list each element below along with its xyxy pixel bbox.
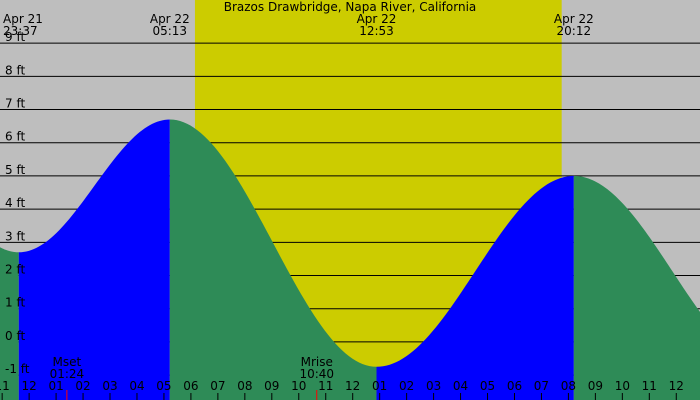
extreme-date-label: Apr 22: [554, 12, 594, 26]
x-tick-label: 11: [318, 379, 333, 393]
x-tick-label: 12: [669, 379, 684, 393]
y-tick-label: 0 ft: [5, 329, 25, 343]
x-tick-label: 06: [507, 379, 522, 393]
x-tick-label: 07: [210, 379, 225, 393]
x-tick-label: 01: [48, 379, 63, 393]
x-tick-label: 03: [426, 379, 441, 393]
event-label: Mset: [53, 355, 82, 369]
y-tick-label: 5 ft: [5, 163, 25, 177]
x-tick-label: 10: [615, 379, 630, 393]
x-tick-label: 02: [75, 379, 90, 393]
x-axis: 11 12 01 02 03 04 05 06 07 08 09 10 11 12 01 02 03 04 05 06…: [0, 379, 684, 400]
x-tick-label: 03: [102, 379, 117, 393]
tide-areas: [0, 119, 700, 400]
rising-tide-area: [18, 119, 170, 400]
x-tick-label: 05: [480, 379, 495, 393]
x-tick-label: 11: [642, 379, 657, 393]
x-tick-label: 10: [291, 379, 306, 393]
x-tick-label: 08: [237, 379, 252, 393]
x-tick-label: 07: [534, 379, 549, 393]
x-tick-label: 12: [21, 379, 36, 393]
y-tick-label: 4 ft: [5, 196, 25, 210]
x-tick-label: 04: [453, 379, 468, 393]
extreme-time-label: 23:37: [3, 24, 38, 38]
x-tick-label: 08: [561, 379, 576, 393]
x-tick-label: 06: [183, 379, 198, 393]
y-tick-label: 1 ft: [5, 296, 25, 310]
x-tick-label: 12: [345, 379, 360, 393]
extreme-date-label: Apr 22: [150, 12, 190, 26]
y-tick-label: 6 ft: [5, 130, 25, 144]
x-tick-label: 02: [399, 379, 414, 393]
extreme-date-label: Apr 21: [3, 12, 43, 26]
rising-tide-area: [376, 175, 574, 400]
extreme-time-label: 05:13: [152, 24, 187, 38]
y-tick-label: 7 ft: [5, 97, 25, 111]
y-tick-label: 9 ft: [5, 30, 25, 44]
x-tick-label: 09: [588, 379, 603, 393]
y-tick-label: 2 ft: [5, 263, 25, 277]
chart-title: Brazos Drawbridge, Napa River, Californi…: [224, 0, 477, 14]
x-tick-label: 11: [0, 379, 10, 393]
extreme-date-label: Apr 22: [357, 12, 397, 26]
event-label: Mrise: [301, 355, 333, 369]
x-tick-label: 05: [156, 379, 171, 393]
extreme-time-label: 12:53: [359, 24, 394, 38]
y-tick-label: 8 ft: [5, 63, 25, 77]
falling-tide-area: [573, 175, 700, 400]
y-tick-label: -1 ft: [5, 362, 30, 376]
extreme-time-label: 20:12: [557, 24, 592, 38]
x-tick-label: 09: [264, 379, 279, 393]
falling-tide-area: [0, 247, 19, 400]
x-tick-label: 04: [129, 379, 144, 393]
event-time-label: 01:24: [50, 367, 85, 381]
event-time-label: 10:40: [299, 367, 334, 381]
y-axis-labels: -1 ft 0 ft 1 ft 2 ft 3 ft 4 ft 5 ft 6 ft 7 ft 8 f…: [5, 30, 30, 376]
x-tick-label: 01: [372, 379, 387, 393]
y-tick-label: 3 ft: [5, 229, 25, 243]
falling-tide-area: [169, 119, 377, 400]
